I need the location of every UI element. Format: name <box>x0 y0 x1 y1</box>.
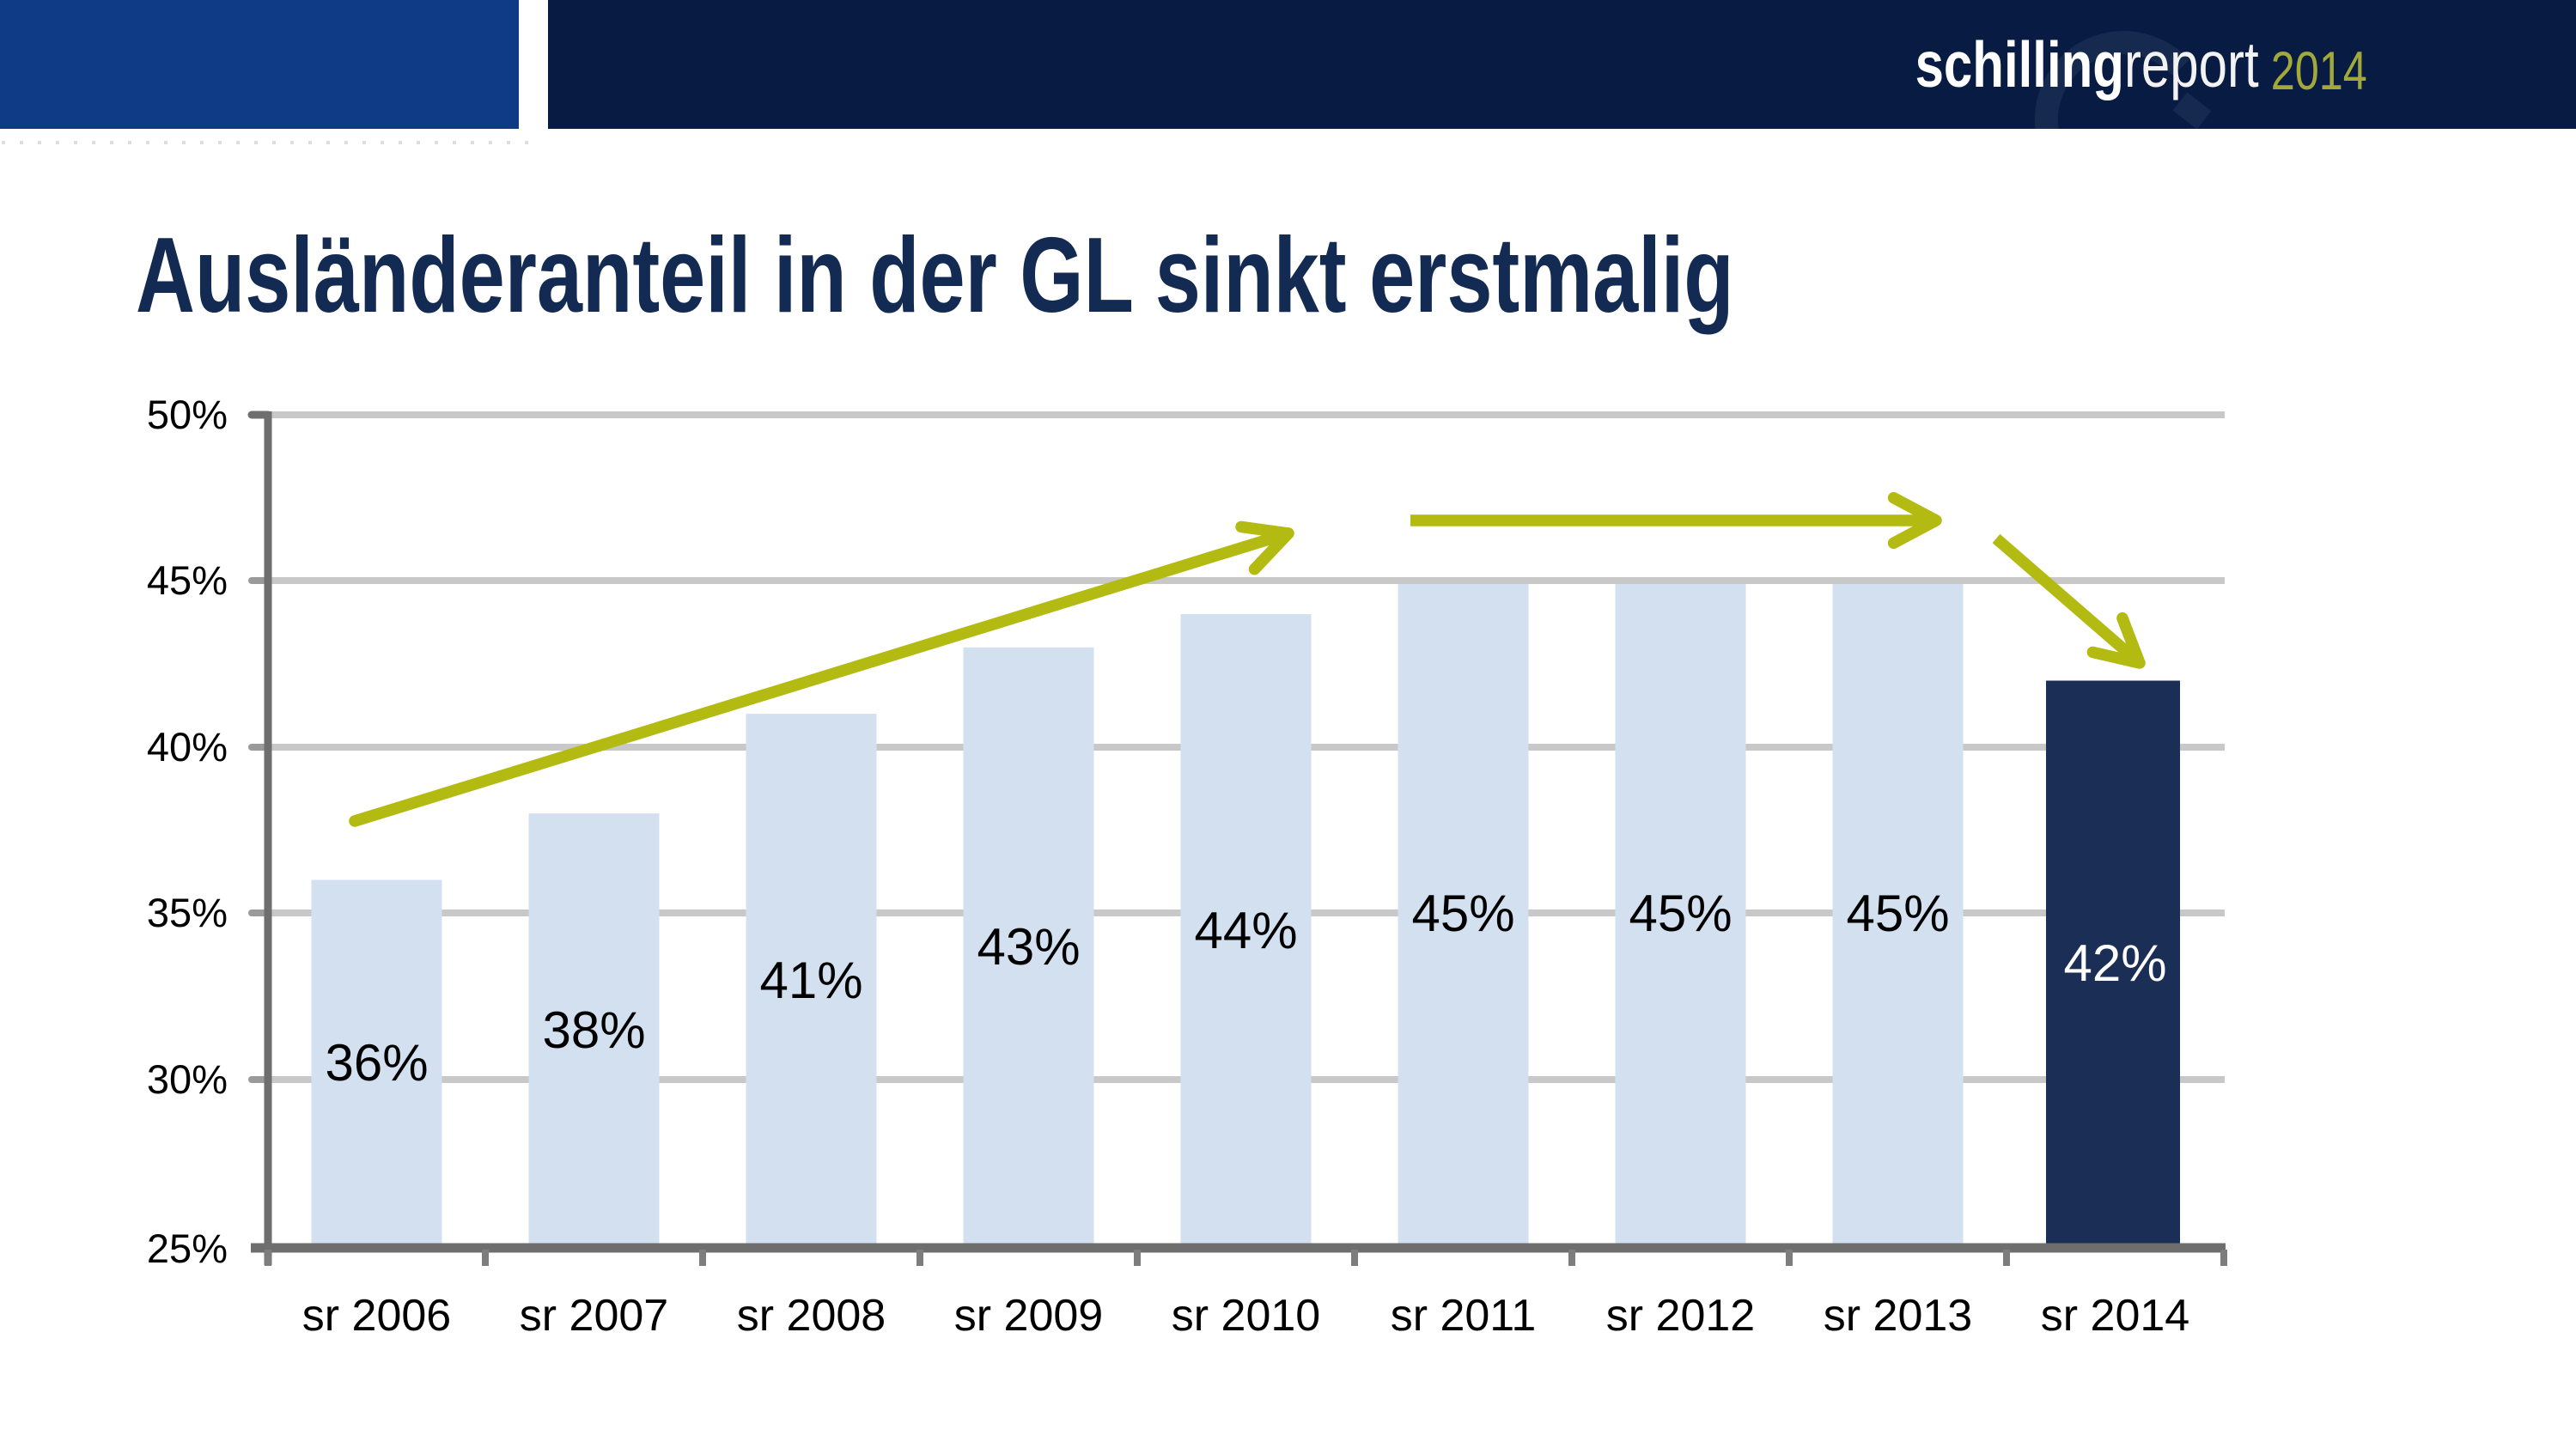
svg-text:25%: 25% <box>147 1226 228 1271</box>
svg-text:sr 2012: sr 2012 <box>1606 1291 1755 1341</box>
svg-text:sr 2010: sr 2010 <box>1172 1291 1320 1341</box>
svg-text:sr 2009: sr 2009 <box>954 1291 1103 1341</box>
svg-text:30%: 30% <box>147 1056 228 1102</box>
svg-text:45%: 45% <box>1411 885 1514 942</box>
svg-text:50%: 50% <box>147 392 228 437</box>
svg-text:44%: 44% <box>1194 902 1297 959</box>
svg-text:45%: 45% <box>1846 885 1949 942</box>
svg-text:sr 2013: sr 2013 <box>1824 1291 1972 1341</box>
svg-text:42%: 42% <box>2063 934 2166 992</box>
svg-text:sr 2014: sr 2014 <box>2041 1291 2189 1341</box>
svg-text:sr 2007: sr 2007 <box>520 1291 668 1341</box>
svg-text:38%: 38% <box>542 1001 645 1059</box>
svg-text:41%: 41% <box>759 952 862 1009</box>
svg-text:sr 2006: sr 2006 <box>302 1291 451 1341</box>
svg-text:36%: 36% <box>325 1034 428 1092</box>
svg-text:40%: 40% <box>147 724 228 770</box>
svg-text:35%: 35% <box>147 890 228 935</box>
svg-text:43%: 43% <box>977 918 1080 976</box>
svg-text:45%: 45% <box>147 557 228 603</box>
svg-text:sr 2008: sr 2008 <box>737 1291 886 1341</box>
svg-text:sr 2011: sr 2011 <box>1391 1291 1537 1341</box>
svg-text:45%: 45% <box>1629 885 1732 942</box>
